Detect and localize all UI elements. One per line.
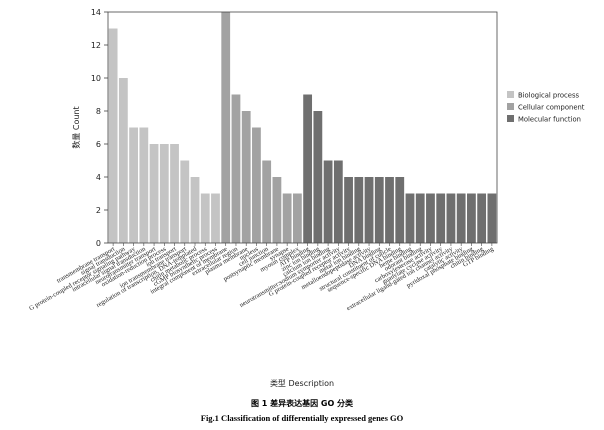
bar (436, 193, 446, 243)
bar (395, 177, 405, 243)
bar (262, 160, 272, 243)
x-tick-label: G protein-coupled receptor signaling pat… (28, 245, 137, 312)
bar (426, 193, 435, 243)
y-axis: 0 2 4 6 8 10 12 14 (91, 8, 108, 248)
bar (282, 193, 292, 243)
legend-swatch (507, 115, 514, 122)
x-axis-label: 类型 Description (270, 378, 334, 388)
legend-entry: Biological process (518, 92, 579, 100)
bar (180, 160, 190, 243)
bar (313, 111, 323, 243)
legend: Biological process Cellular component Mole… (507, 91, 585, 124)
bar (344, 177, 353, 243)
y-tick-label: 4 (96, 173, 101, 182)
bar (129, 127, 138, 243)
bar (405, 193, 415, 243)
y-tick-label: 10 (91, 74, 101, 83)
y-tick-label: 6 (96, 140, 101, 149)
bar (211, 193, 220, 243)
bar (292, 193, 302, 243)
y-tick-label: 0 (96, 239, 101, 248)
bar (108, 28, 118, 243)
bar (456, 193, 466, 243)
y-axis-label: 数量 Count (71, 106, 81, 148)
legend-swatch (507, 91, 514, 98)
y-tick-label: 12 (91, 41, 101, 50)
bar (190, 177, 200, 243)
bars (108, 12, 497, 243)
bar (303, 94, 313, 243)
bar (333, 160, 343, 243)
plot-frame (107, 11, 498, 244)
bar (118, 78, 128, 243)
bar (170, 144, 179, 243)
bar (446, 193, 456, 243)
legend-entry: Cellular component (518, 104, 585, 112)
bar (159, 144, 169, 243)
bar (272, 177, 282, 243)
bar (231, 94, 241, 243)
y-tick-label: 2 (96, 206, 101, 215)
figure-caption-chinese: 图 1 差异表达基因 GO 分类 (250, 399, 354, 408)
bar (149, 144, 159, 243)
bar (200, 193, 210, 243)
legend-swatch (507, 103, 514, 110)
bar (364, 177, 374, 243)
bar (354, 177, 364, 243)
bar (139, 127, 149, 243)
y-tick-label: 14 (91, 8, 101, 17)
bar (241, 111, 251, 243)
bar (323, 160, 333, 243)
figure-caption-english: Fig.1 Classification of differentially e… (200, 413, 404, 423)
y-tick-label: 8 (96, 107, 101, 116)
bar (415, 193, 425, 243)
bar (374, 177, 384, 243)
bar (221, 12, 231, 243)
go-bar-chart: 0 2 4 6 8 10 12 14 transmembrane transportsignal… (28, 8, 585, 388)
legend-entry: Molecular function (518, 116, 581, 124)
bar (467, 193, 476, 243)
bar (477, 193, 487, 243)
bar (252, 127, 261, 243)
bar (487, 193, 497, 243)
bar (385, 177, 394, 243)
